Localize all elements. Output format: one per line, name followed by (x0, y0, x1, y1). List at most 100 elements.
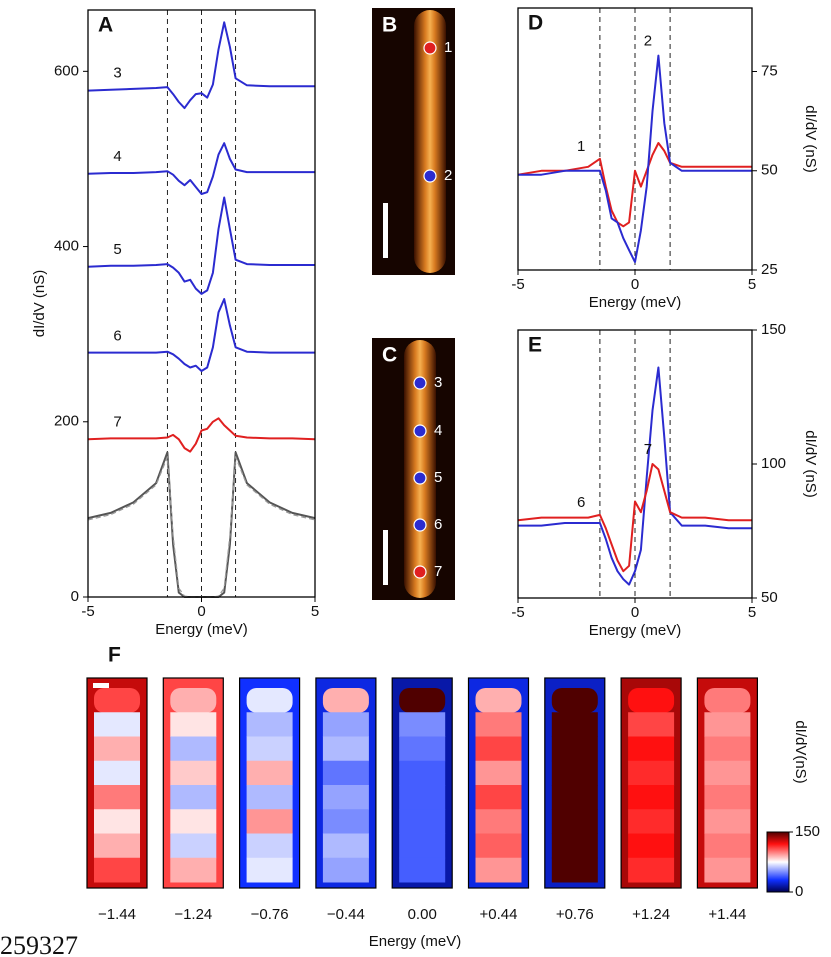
y-axis-label: dI/dV (nS) (802, 105, 819, 173)
marker-label: 6 (434, 516, 442, 533)
map-energy-label: +1.44 (708, 906, 746, 923)
y-tick-label: 50 (761, 589, 778, 606)
y-tick-label: 0 (71, 588, 79, 605)
series-label: 3 (113, 65, 121, 82)
map-cell (628, 833, 675, 859)
map-cell (322, 712, 369, 737)
y-tick-label: 200 (54, 413, 79, 430)
series-label: 6 (577, 494, 585, 511)
map-cell (628, 857, 675, 883)
map-cell (322, 809, 369, 834)
map-frame (467, 677, 530, 889)
map-cell (704, 785, 751, 810)
marker-label: 1 (444, 39, 452, 56)
position-marker (413, 424, 427, 438)
map-cell (475, 785, 522, 810)
map-cell (246, 736, 293, 762)
x-axis-label: Energy (meV) (369, 933, 462, 950)
y-tick-label: 50 (761, 162, 778, 179)
panel-label: E (528, 334, 542, 357)
data-line (517, 463, 752, 573)
panel-label: D (528, 12, 543, 35)
map-cell (551, 688, 598, 713)
map-cell (170, 712, 217, 737)
panel-label: F (108, 644, 121, 667)
data-line (517, 142, 752, 228)
map-cell (704, 688, 751, 713)
map-cell (551, 785, 598, 810)
map-frame (391, 677, 453, 889)
map-frame (86, 677, 148, 889)
map-energy-label: +0.76 (556, 906, 594, 923)
map-cell (94, 809, 140, 834)
panel-label: B (382, 14, 397, 37)
position-marker (413, 471, 427, 485)
scale-bar (383, 203, 388, 258)
series-label: 7 (113, 413, 121, 430)
x-axis-label: Energy (meV) (589, 622, 682, 639)
x-tick-label: 0 (197, 603, 205, 620)
colorbar (766, 831, 790, 893)
map-energy-label: −1.44 (98, 906, 136, 923)
map-cell (94, 857, 140, 883)
map-cell (475, 833, 522, 859)
marker-label: 5 (434, 469, 442, 486)
y-axis-label: dI/dV (nS) (802, 430, 819, 498)
position-marker (423, 41, 437, 55)
map-energy-label: −1.24 (174, 906, 212, 923)
nanowire (404, 340, 436, 598)
map-cell (399, 809, 446, 834)
map-cell (322, 688, 369, 713)
y-tick-label: 600 (54, 62, 79, 79)
map-cell (399, 785, 446, 810)
map-cell (170, 833, 217, 859)
map-frame (544, 677, 606, 889)
position-marker (413, 565, 427, 579)
data-line (87, 417, 316, 453)
map-cell (704, 736, 751, 762)
x-tick-label: 5 (311, 603, 319, 620)
map-energy-label: +1.24 (632, 906, 670, 923)
map-cell (170, 688, 217, 713)
map-frame (696, 677, 759, 889)
x-tick-label: -5 (511, 604, 524, 621)
map-cell (628, 712, 675, 737)
map-cell (170, 809, 217, 834)
x-axis-label: Energy (meV) (589, 294, 682, 311)
map-cell (246, 833, 293, 859)
map-cell (704, 833, 751, 859)
map-cell (322, 736, 369, 762)
data-line (88, 298, 315, 372)
series-label: 6 (113, 328, 121, 345)
map-cell (704, 857, 751, 883)
marker-label: 3 (434, 374, 442, 391)
data-line (87, 142, 315, 195)
x-tick-label: 0 (631, 604, 639, 621)
map-frame (239, 677, 301, 889)
colorbar-label: dI/dV(nS) (792, 720, 809, 783)
footer-text: 259327 (0, 931, 78, 957)
nanowire (414, 10, 446, 273)
map-cell (170, 785, 217, 810)
map-cell (399, 760, 446, 786)
y-tick-label: 150 (761, 321, 786, 338)
map-frame (620, 677, 682, 889)
panel-label: C (382, 344, 397, 367)
map-cell (551, 712, 598, 737)
map-cell (551, 857, 598, 883)
position-marker (423, 169, 437, 183)
map-cell (475, 712, 522, 737)
map-cell (399, 857, 446, 883)
map-cell (399, 688, 446, 713)
map-cell (94, 736, 140, 762)
map-cell (322, 785, 369, 810)
map-cell (628, 688, 675, 713)
series-label: 1 (577, 138, 585, 155)
map-cell (94, 688, 140, 713)
map-cell (246, 688, 293, 713)
map-cell (170, 857, 217, 883)
map-cell (704, 809, 751, 834)
y-tick-label: 100 (761, 455, 786, 472)
map-cell (246, 712, 293, 737)
